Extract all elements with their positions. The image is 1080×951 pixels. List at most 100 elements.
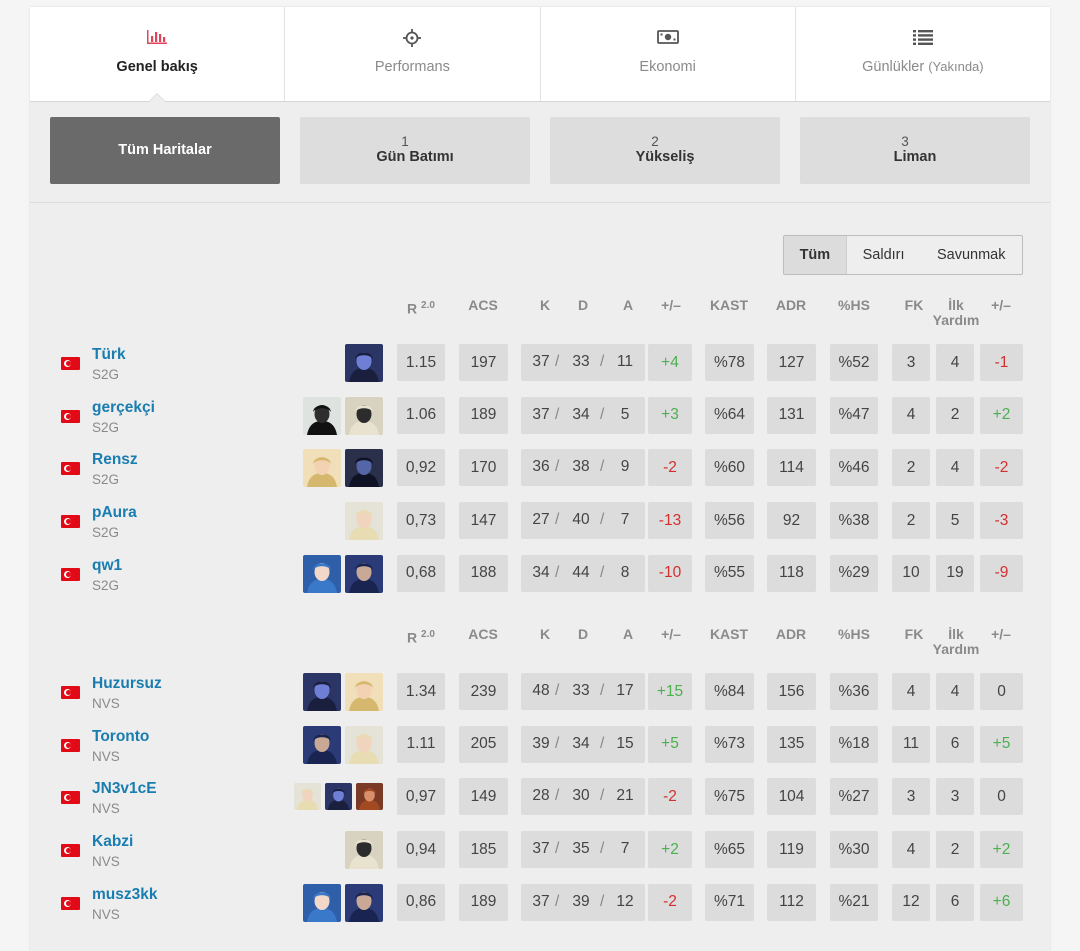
player-row: Rensz S2G 0,92 170 -2 %60 114 %46 2 4 -2 36/38/9 <box>30 447 1050 500</box>
turkey-flag-icon <box>61 791 80 805</box>
stat-adr: 156 <box>767 673 816 710</box>
stat-kda: 37 / 34 / 5 <box>521 396 645 434</box>
player-name[interactable]: gerçekçi <box>92 398 155 416</box>
header-kills[interactable]: K <box>539 626 551 642</box>
stat-kast: %73 <box>705 725 754 763</box>
turkey-flag-icon <box>61 357 80 370</box>
header-first-diff[interactable]: +/– <box>991 626 1011 642</box>
side-filter-attack[interactable]: Saldırı <box>862 247 905 263</box>
stat-fpm: +5 <box>980 725 1023 763</box>
stat-acs: 147 <box>459 502 508 540</box>
player-name[interactable]: qw1 <box>92 556 123 574</box>
player-team: NVS <box>92 801 120 817</box>
header-deaths[interactable]: D <box>577 297 589 313</box>
map-name: Yükseliş <box>635 149 695 165</box>
player-row: Huzursuz NVS 1.34 239 +15 %84 156 %36 4 4 0 48/33/1… <box>30 671 1050 724</box>
stat-fpm: -3 <box>980 502 1023 540</box>
stat-fd: 5 <box>936 502 974 540</box>
header-first-kills[interactable]: FK <box>904 297 924 313</box>
stat-kda: 27 / 40 / 7 <box>521 502 645 540</box>
header-deaths[interactable]: D <box>577 626 589 642</box>
player-name[interactable]: Rensz <box>92 451 138 469</box>
agent-omen-icon <box>303 673 341 711</box>
header-assists[interactable]: A <box>622 626 634 642</box>
stat-kills: 48 <box>532 682 550 699</box>
stat-hs: %27 <box>830 778 878 816</box>
header-first-deaths[interactable]: İlk Yardım <box>932 297 980 328</box>
stat-kills: 37 <box>532 840 550 858</box>
player-name[interactable]: Huzursuz <box>92 675 162 692</box>
agent-yoru-icon <box>345 554 383 593</box>
header-kill-diff[interactable]: +/– <box>661 626 681 642</box>
stat-kills: 37 <box>532 892 550 910</box>
player-name[interactable]: musz3kk <box>92 885 158 903</box>
header-first-diff[interactable]: +/– <box>991 297 1011 313</box>
tab-logs[interactable]: Günlükler (Yakında) <box>796 7 1050 101</box>
stat-fk: 4 <box>892 673 930 710</box>
stat-hs: %29 <box>830 554 878 592</box>
header-first-deaths[interactable]: İlk Yardım <box>932 626 980 657</box>
stat-deaths: 39 <box>572 892 590 910</box>
header-rating[interactable]: R 2.0 <box>407 629 435 646</box>
stat-pm: -2 <box>648 883 692 921</box>
player-name[interactable]: pAura <box>92 504 137 522</box>
header-adr[interactable]: ADR <box>775 626 807 642</box>
kda-separator: / <box>600 563 605 581</box>
player-name[interactable]: Türk <box>92 346 126 363</box>
header-assists[interactable]: A <box>622 297 634 313</box>
header-headshot[interactable]: %HS <box>838 626 870 642</box>
stat-hs: %52 <box>830 344 878 381</box>
header-first-kills[interactable]: FK <box>904 626 924 642</box>
tab-overview-label: Genel bakış <box>116 59 198 75</box>
stat-deaths: 35 <box>572 840 590 858</box>
tab-performance[interactable]: Performans <box>285 7 541 101</box>
map-name: Tüm Haritalar <box>118 142 212 158</box>
player-name[interactable]: Toronto <box>92 727 150 745</box>
header-acs[interactable]: ACS <box>468 626 498 642</box>
tab-economy-label: Ekonomi <box>639 59 696 75</box>
stat-acs: 188 <box>459 554 508 592</box>
map-button-2[interactable]: 2 Yükseliş <box>550 117 780 184</box>
side-filter-all[interactable]: Tüm <box>784 236 847 274</box>
header-acs[interactable]: ACS <box>468 297 498 313</box>
header-kill-diff[interactable]: +/– <box>661 297 681 313</box>
stats-tabs: Genel bakış Performans Ekonomi Günlükler… <box>30 7 1050 102</box>
agent-list <box>303 449 383 488</box>
header-rating[interactable]: R 2.0 <box>407 300 435 317</box>
agent-omen-icon <box>345 344 383 382</box>
tab-economy[interactable]: Ekonomi <box>541 7 796 101</box>
stat-hs: %18 <box>830 725 878 763</box>
stat-rating: 1.06 <box>397 396 445 434</box>
list-icon <box>796 29 1050 47</box>
header-headshot[interactable]: %HS <box>838 297 870 313</box>
player-row: Türk S2G 1.15 197 +4 %78 127 %52 3 4 -1 37 / 33 / 11 <box>30 342 1050 395</box>
header-kills[interactable]: K <box>539 297 551 313</box>
tab-overview[interactable]: Genel bakış <box>30 7 286 102</box>
kda-separator: / <box>600 892 605 910</box>
kda-separator: / <box>600 734 605 752</box>
stat-rating: 0,97 <box>397 778 445 816</box>
kda-separator: / <box>600 787 605 805</box>
header-adr[interactable]: ADR <box>775 297 807 313</box>
map-number: 2 <box>651 134 659 149</box>
stat-fd: 4 <box>936 673 974 710</box>
stat-fd: 4 <box>936 344 974 381</box>
agent-list <box>303 396 383 435</box>
stat-deaths: 33 <box>572 682 590 699</box>
stat-kda: 34 / 44 / 8 <box>521 554 645 592</box>
header-kast[interactable]: KAST <box>709 297 749 313</box>
map-button-1[interactable]: 1 Gün Batımı <box>300 117 530 184</box>
stat-pm: -2 <box>648 778 692 816</box>
map-button-all[interactable]: Tüm Haritalar <box>50 117 280 184</box>
stat-pm: +5 <box>648 725 692 763</box>
stat-hs: %47 <box>830 396 878 434</box>
player-name[interactable]: Kabzi <box>92 833 134 851</box>
header-kast[interactable]: KAST <box>709 626 749 642</box>
stat-fpm: +6 <box>980 883 1023 921</box>
side-filter-defense[interactable]: Savunmak <box>936 247 1006 263</box>
stat-pm: -10 <box>648 554 692 592</box>
map-button-3[interactable]: 3 Liman <box>800 117 1030 184</box>
stat-adr: 135 <box>767 725 816 763</box>
player-name[interactable]: JN3v1cE <box>92 780 157 798</box>
stat-hs: %21 <box>830 883 878 921</box>
